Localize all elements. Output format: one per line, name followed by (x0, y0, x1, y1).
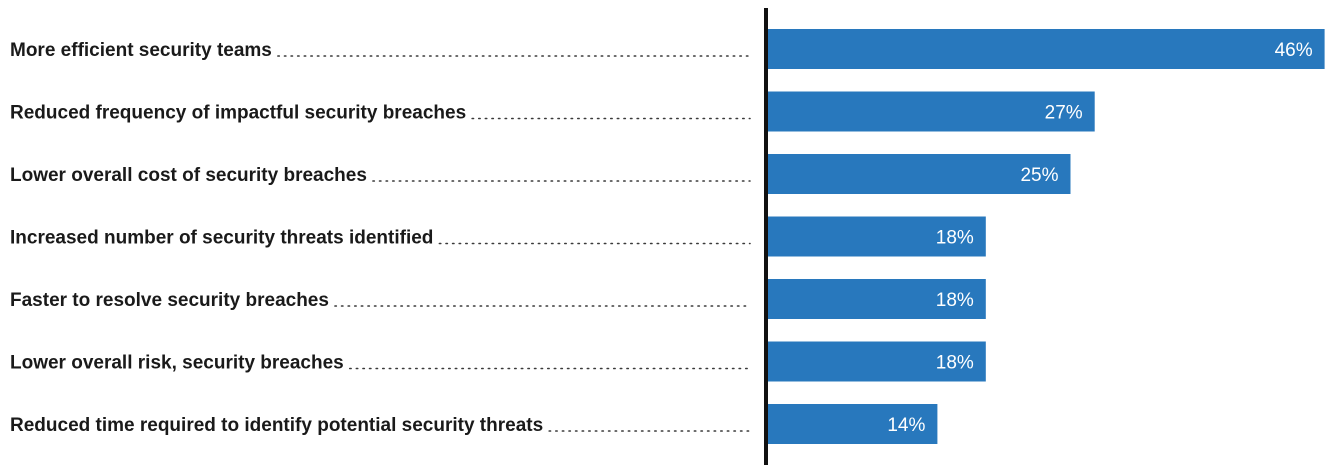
data-label: 18% (936, 290, 974, 311)
category-label: Increased number of security threats ide… (10, 228, 433, 249)
bar (768, 279, 986, 319)
category-label: Lower overall cost of security breaches (10, 165, 367, 186)
category-label: More efficient security teams (10, 40, 272, 61)
data-label: 46% (1275, 40, 1313, 61)
data-label: 27% (1045, 103, 1083, 124)
data-label: 18% (936, 353, 974, 374)
bar (768, 216, 986, 257)
category-label: Lower overall risk, security breaches (10, 353, 344, 374)
category-label: Reduced time required to identify potent… (10, 415, 543, 436)
bar (768, 91, 1095, 132)
category-label: Faster to resolve security breaches (10, 290, 329, 311)
chart-rows: More efficient security teams 46% Reduced … (10, 29, 1325, 444)
data-label: 25% (1020, 165, 1058, 186)
bar (768, 341, 986, 382)
category-label: Reduced frequency of impactful security … (10, 103, 466, 124)
bar (768, 154, 1071, 194)
bar (768, 404, 938, 444)
data-label: 14% (887, 415, 925, 436)
bar (768, 29, 1325, 69)
data-label: 18% (936, 228, 974, 249)
